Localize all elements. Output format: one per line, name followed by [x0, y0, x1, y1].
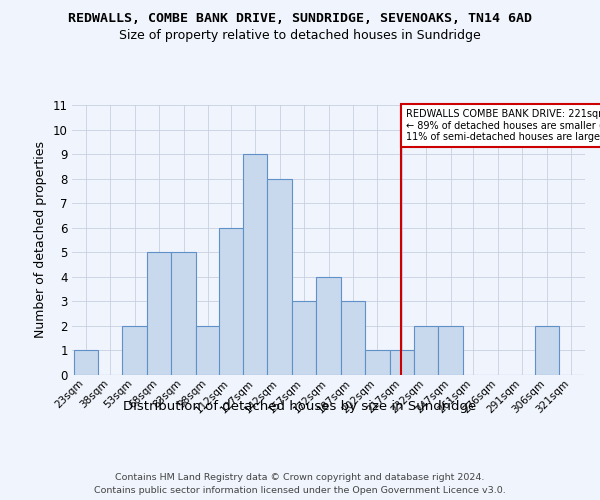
Text: Size of property relative to detached houses in Sundridge: Size of property relative to detached ho… [119, 29, 481, 42]
Bar [535, 326, 559, 375]
Text: REDWALLS, COMBE BANK DRIVE, SUNDRIDGE, SEVENOAKS, TN14 6AD: REDWALLS, COMBE BANK DRIVE, SUNDRIDGE, S… [68, 12, 532, 26]
Bar [268, 178, 292, 375]
Bar [243, 154, 268, 375]
Bar [341, 302, 365, 375]
Bar [365, 350, 389, 375]
Bar [389, 350, 414, 375]
Bar [122, 326, 147, 375]
Bar [147, 252, 172, 375]
Bar [316, 277, 341, 375]
Bar [439, 326, 463, 375]
Bar [292, 302, 316, 375]
Text: Contains public sector information licensed under the Open Government Licence v3: Contains public sector information licen… [94, 486, 506, 495]
Text: Distribution of detached houses by size in Sundridge: Distribution of detached houses by size … [124, 400, 476, 413]
Text: Contains HM Land Registry data © Crown copyright and database right 2024.: Contains HM Land Registry data © Crown c… [115, 472, 485, 482]
Bar [414, 326, 439, 375]
Bar [74, 350, 98, 375]
Y-axis label: Number of detached properties: Number of detached properties [34, 142, 47, 338]
Bar [196, 326, 220, 375]
Bar [172, 252, 196, 375]
Bar [218, 228, 243, 375]
Text: REDWALLS COMBE BANK DRIVE: 221sqm
← 89% of detached houses are smaller (49)
11% : REDWALLS COMBE BANK DRIVE: 221sqm ← 89% … [406, 108, 600, 142]
